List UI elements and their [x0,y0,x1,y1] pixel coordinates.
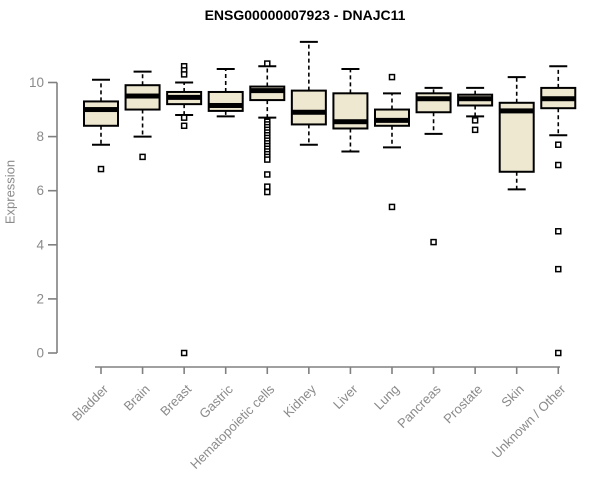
outlier-point [97,165,105,173]
boxplot-prostate: Prostate [440,86,494,427]
median-line [374,117,409,123]
median-line [541,96,576,102]
outlier-point [180,71,188,78]
outlier-point [388,203,396,211]
boxplot-brain: Brain [121,70,161,414]
boxplot-bladder: Bladder [69,78,119,424]
median-line [291,109,326,115]
box-rect [498,101,535,173]
outlier-point [264,188,271,196]
x-tick-label: Lung [371,382,402,413]
box-rect [373,108,410,127]
x-tick-label: Skin [498,382,526,410]
outlier-point [471,126,479,134]
median-line [250,88,285,94]
boxplot-kidney: Kidney [280,40,327,420]
x-tick-label: Brain [121,382,153,414]
box-rect [415,92,452,114]
x-tick-label: Unknown / Other [489,381,569,461]
outlier-point [555,228,562,235]
box-rect [207,90,244,112]
outlier-point [430,238,437,246]
x-tick-label: Gastric [196,381,236,421]
boxplot-liver: Liver [330,67,369,412]
outlier-point [264,60,271,67]
y-tick-label: 10 [29,75,44,90]
x-tick-label: Kidney [280,381,319,420]
outlier-point [180,349,188,357]
median-line [208,102,243,108]
outlier-point [388,73,396,81]
median-line [333,119,368,125]
outlier-point [264,171,271,178]
x-tick-label: Pancreas [394,381,444,431]
outlier-point [471,117,479,124]
x-tick-label: Liver [330,381,361,412]
boxplot-skin: Skin [498,76,535,410]
outlier-point [555,141,562,148]
y-tick-label: 0 [36,346,44,361]
x-tick-label: Prostate [440,382,485,427]
boxplot-breast: Breast [157,63,203,419]
chart-title: ENSG00000007923 - DNAJC11 [204,7,406,23]
y-tick-label: 6 [36,183,44,198]
y-tick-label: 4 [36,237,44,252]
outlier-point [180,114,188,121]
outlier-point [264,156,271,163]
outlier-point [264,183,271,190]
outlier-point [555,161,562,169]
median-line [125,93,160,99]
y-tick-label: 2 [36,291,44,306]
outlier-point [555,349,562,357]
x-tick-label: Bladder [69,381,112,424]
boxplot-gastric: Gastric [196,67,244,421]
box-rect [290,89,327,126]
x-tick-label: Breast [157,381,194,418]
boxplot-pancreas: Pancreas [394,86,452,431]
outlier-point [555,265,562,273]
median-line [84,107,118,113]
boxplot-lung: Lung [371,73,410,413]
outlier-point [180,122,188,130]
median-line [416,96,451,102]
median-line [499,108,534,114]
outlier-point [139,153,146,161]
median-line [167,94,202,100]
median-line [458,96,493,102]
y-tick-label: 8 [36,129,44,144]
box-rect [83,100,119,127]
